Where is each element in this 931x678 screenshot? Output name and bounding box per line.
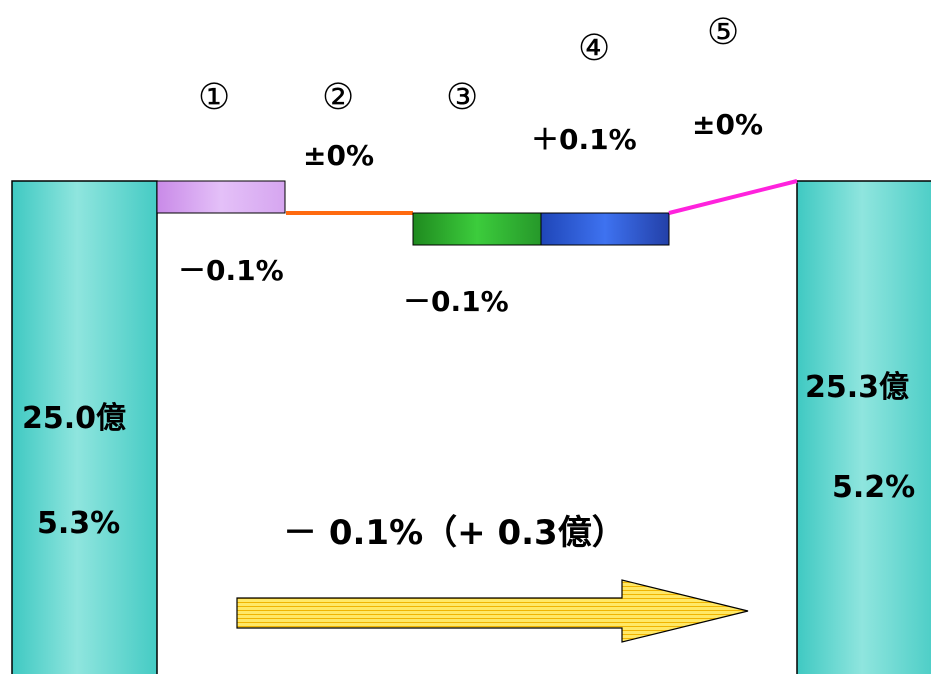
step-label-4: ＋0.1%	[531, 123, 637, 156]
step-label-5: ±0%	[692, 108, 763, 141]
step-bar-4	[540, 212, 670, 246]
end-rate-label: 5.2%	[832, 470, 916, 505]
step-label-1: －0.1%	[178, 254, 284, 287]
step-bar-1	[156, 180, 286, 214]
end-amount-label: 25.3億	[805, 370, 910, 405]
step-line-5	[668, 179, 798, 215]
step-bar-3	[412, 212, 542, 246]
end-pillar	[796, 180, 931, 678]
trend-arrow	[236, 579, 749, 643]
step-label-3: －0.1%	[403, 285, 509, 318]
step-marker-5: ⑤	[707, 12, 740, 53]
start-amount-label: 25.0億	[22, 401, 127, 436]
step-label-2: ±0%	[303, 139, 374, 172]
step-marker-1: ①	[198, 77, 231, 118]
start-pillar	[11, 180, 158, 678]
step-marker-4: ④	[578, 28, 611, 69]
step-marker-3: ③	[446, 77, 479, 118]
start-rate-label: 5.3%	[37, 506, 121, 541]
total-change-label: － 0.1%（+ 0.3億）	[283, 513, 626, 553]
step-marker-2: ②	[322, 77, 355, 118]
